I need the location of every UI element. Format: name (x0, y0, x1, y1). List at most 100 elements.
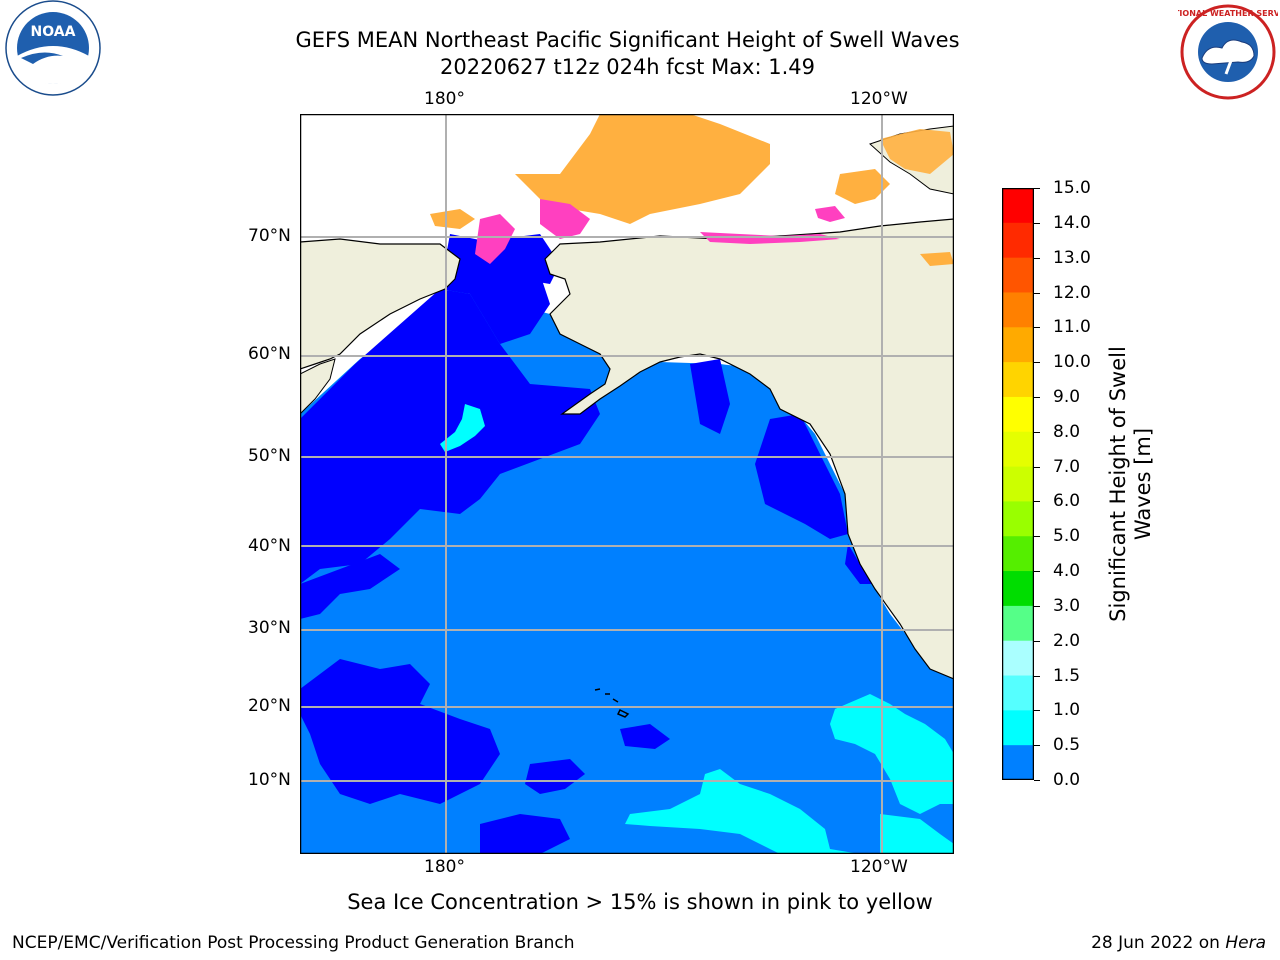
colorbar-tick (1034, 327, 1040, 329)
equatorial-light-swell (625, 769, 860, 854)
noaa-logo: NOAA (3, 0, 103, 100)
colorbar-block (1002, 257, 1034, 293)
colorbar-tick-label: 8.0 (1053, 421, 1081, 442)
sea-ice-orange-islands (880, 129, 954, 174)
lat-label-60n: 60°N (248, 344, 291, 364)
sea-ice-orange (515, 114, 770, 224)
hawaii-islands (594, 688, 630, 718)
swell-height-map (299, 113, 955, 855)
lon-label-bottom-180: 180° (424, 857, 465, 877)
colorbar-block (1002, 222, 1034, 259)
north-america-land (544, 218, 954, 680)
colorbar-tick (1034, 605, 1040, 607)
map-gridlines (300, 114, 954, 854)
sea-ice-pink-1 (540, 199, 590, 239)
colorbar-tick (1034, 188, 1040, 189)
sea-ice-orange-west (430, 209, 475, 229)
southeast-light-swell (880, 814, 954, 854)
colorbar-block (1002, 536, 1034, 572)
colorbar-tick (1034, 640, 1040, 642)
colorbar-tick-label: 7.0 (1053, 456, 1081, 477)
colorbar-block (1002, 571, 1034, 607)
lon-label-bottom-120w: 120°W (850, 857, 908, 877)
map-panel (299, 113, 955, 855)
colorbar-tick-label: 2.0 (1053, 630, 1081, 651)
colorbar-block (1002, 501, 1034, 537)
colorbar-tick (1034, 222, 1040, 224)
footer-machine: Hera (1225, 933, 1266, 953)
colorbar-tick-label: 3.0 (1053, 595, 1081, 616)
equatorial-dark-swell (480, 814, 570, 854)
siberia-land (300, 238, 461, 370)
nws-logo: NATIONAL WEATHER SERVICE (1162, 4, 1280, 100)
svg-text:NOAA: NOAA (31, 24, 76, 40)
subtropical-dark-swell-2 (525, 759, 585, 794)
kamchatka-land (300, 358, 336, 415)
colorbar-block (1002, 362, 1034, 398)
colorbar-block (1002, 327, 1034, 363)
colorbar-tick-label: 4.0 (1053, 561, 1081, 582)
chart-title-line1: GEFS MEAN Northeast Pacific Significant … (295, 28, 960, 52)
sea-ice-orange-east (835, 169, 890, 204)
colorbar-tick (1034, 501, 1040, 503)
colorbar-tick (1034, 362, 1040, 364)
colorbar-block (1002, 605, 1034, 642)
colorbar-blocks (1002, 188, 1034, 781)
lat-label-70n: 70°N (248, 226, 291, 246)
colorbar-block (1002, 396, 1034, 433)
colorbar-tick (1034, 780, 1040, 781)
svg-text:NATIONAL WEATHER SERVICE: NATIONAL WEATHER SERVICE (1178, 9, 1278, 18)
colorbar-tick (1034, 396, 1040, 398)
hawaii-region-dark-swell (620, 724, 670, 749)
colorbar-tick-label: 0.5 (1053, 735, 1081, 756)
sea-ice-pink-canada (815, 206, 845, 222)
colorbar-block (1002, 675, 1034, 711)
chart-title-line2: 20220627 t12z 024h fcst Max: 1.49 (440, 55, 815, 79)
lat-label-50n: 50°N (248, 446, 291, 466)
aleutian-light-swell (440, 404, 485, 452)
sea-ice-note: Sea Ice Concentration > 15% is shown in … (347, 890, 933, 914)
colorbar-block (1002, 640, 1034, 677)
colorbar-tick (1034, 710, 1040, 712)
california-coast-dark-swell (755, 414, 848, 539)
colorbar-tick-label: 14.0 (1053, 212, 1091, 233)
colorbar-tick (1034, 466, 1040, 468)
colorbar-tick (1034, 431, 1040, 433)
sea-ice-pink-2 (475, 214, 515, 264)
colorbar-block (1002, 710, 1034, 746)
colorbar-tick (1034, 257, 1040, 259)
colorbar-tick-label: 15.0 (1053, 178, 1091, 198)
chukchi-dark-swell (500, 234, 560, 284)
lat-label-40n: 40°N (248, 536, 291, 556)
colorbar-tick-label: 9.0 (1053, 386, 1081, 407)
colorbar-block (1002, 431, 1034, 468)
colorbar-tick-label: 1.5 (1053, 665, 1081, 686)
gulf-of-alaska-dark-swell (690, 359, 730, 434)
colorbar-tick-label: 12.0 (1053, 282, 1091, 303)
colorbar-tick (1034, 745, 1040, 747)
colorbar-tick (1034, 675, 1040, 677)
sea-ice-orange-beaufort (920, 252, 954, 266)
east-pacific-light-swell (830, 694, 954, 814)
west-pacific-dark-swell (300, 554, 400, 619)
colorbar-tick-label: 6.0 (1053, 491, 1081, 512)
colorbar-tick (1034, 571, 1040, 573)
lon-label-top-180: 180° (424, 89, 465, 109)
colorbar-block (1002, 745, 1034, 781)
map-frame (299, 113, 955, 855)
footer-branch: NCEP/EMC/Verification Post Processing Pr… (12, 933, 575, 953)
colorbar-tick-label: 13.0 (1053, 247, 1091, 268)
colorbar-tick-label: 11.0 (1053, 317, 1091, 338)
colorbar-block (1002, 292, 1034, 328)
colorbar-tick-label: 5.0 (1053, 526, 1081, 547)
colorbar-tick (1034, 536, 1040, 538)
lat-label-30n: 30°N (248, 618, 291, 638)
colorbar-tick-label: 1.0 (1053, 700, 1081, 721)
colorbar-block (1002, 188, 1034, 224)
colorbar (1001, 187, 1035, 781)
colorbar-tick-label: 0.0 (1053, 770, 1081, 790)
footer-date: 28 Jun 2022 on Hera (1091, 933, 1266, 953)
lat-label-10n: 10°N (248, 770, 291, 790)
lon-label-top-120w: 120°W (850, 89, 908, 109)
colorbar-tick (1034, 292, 1040, 294)
